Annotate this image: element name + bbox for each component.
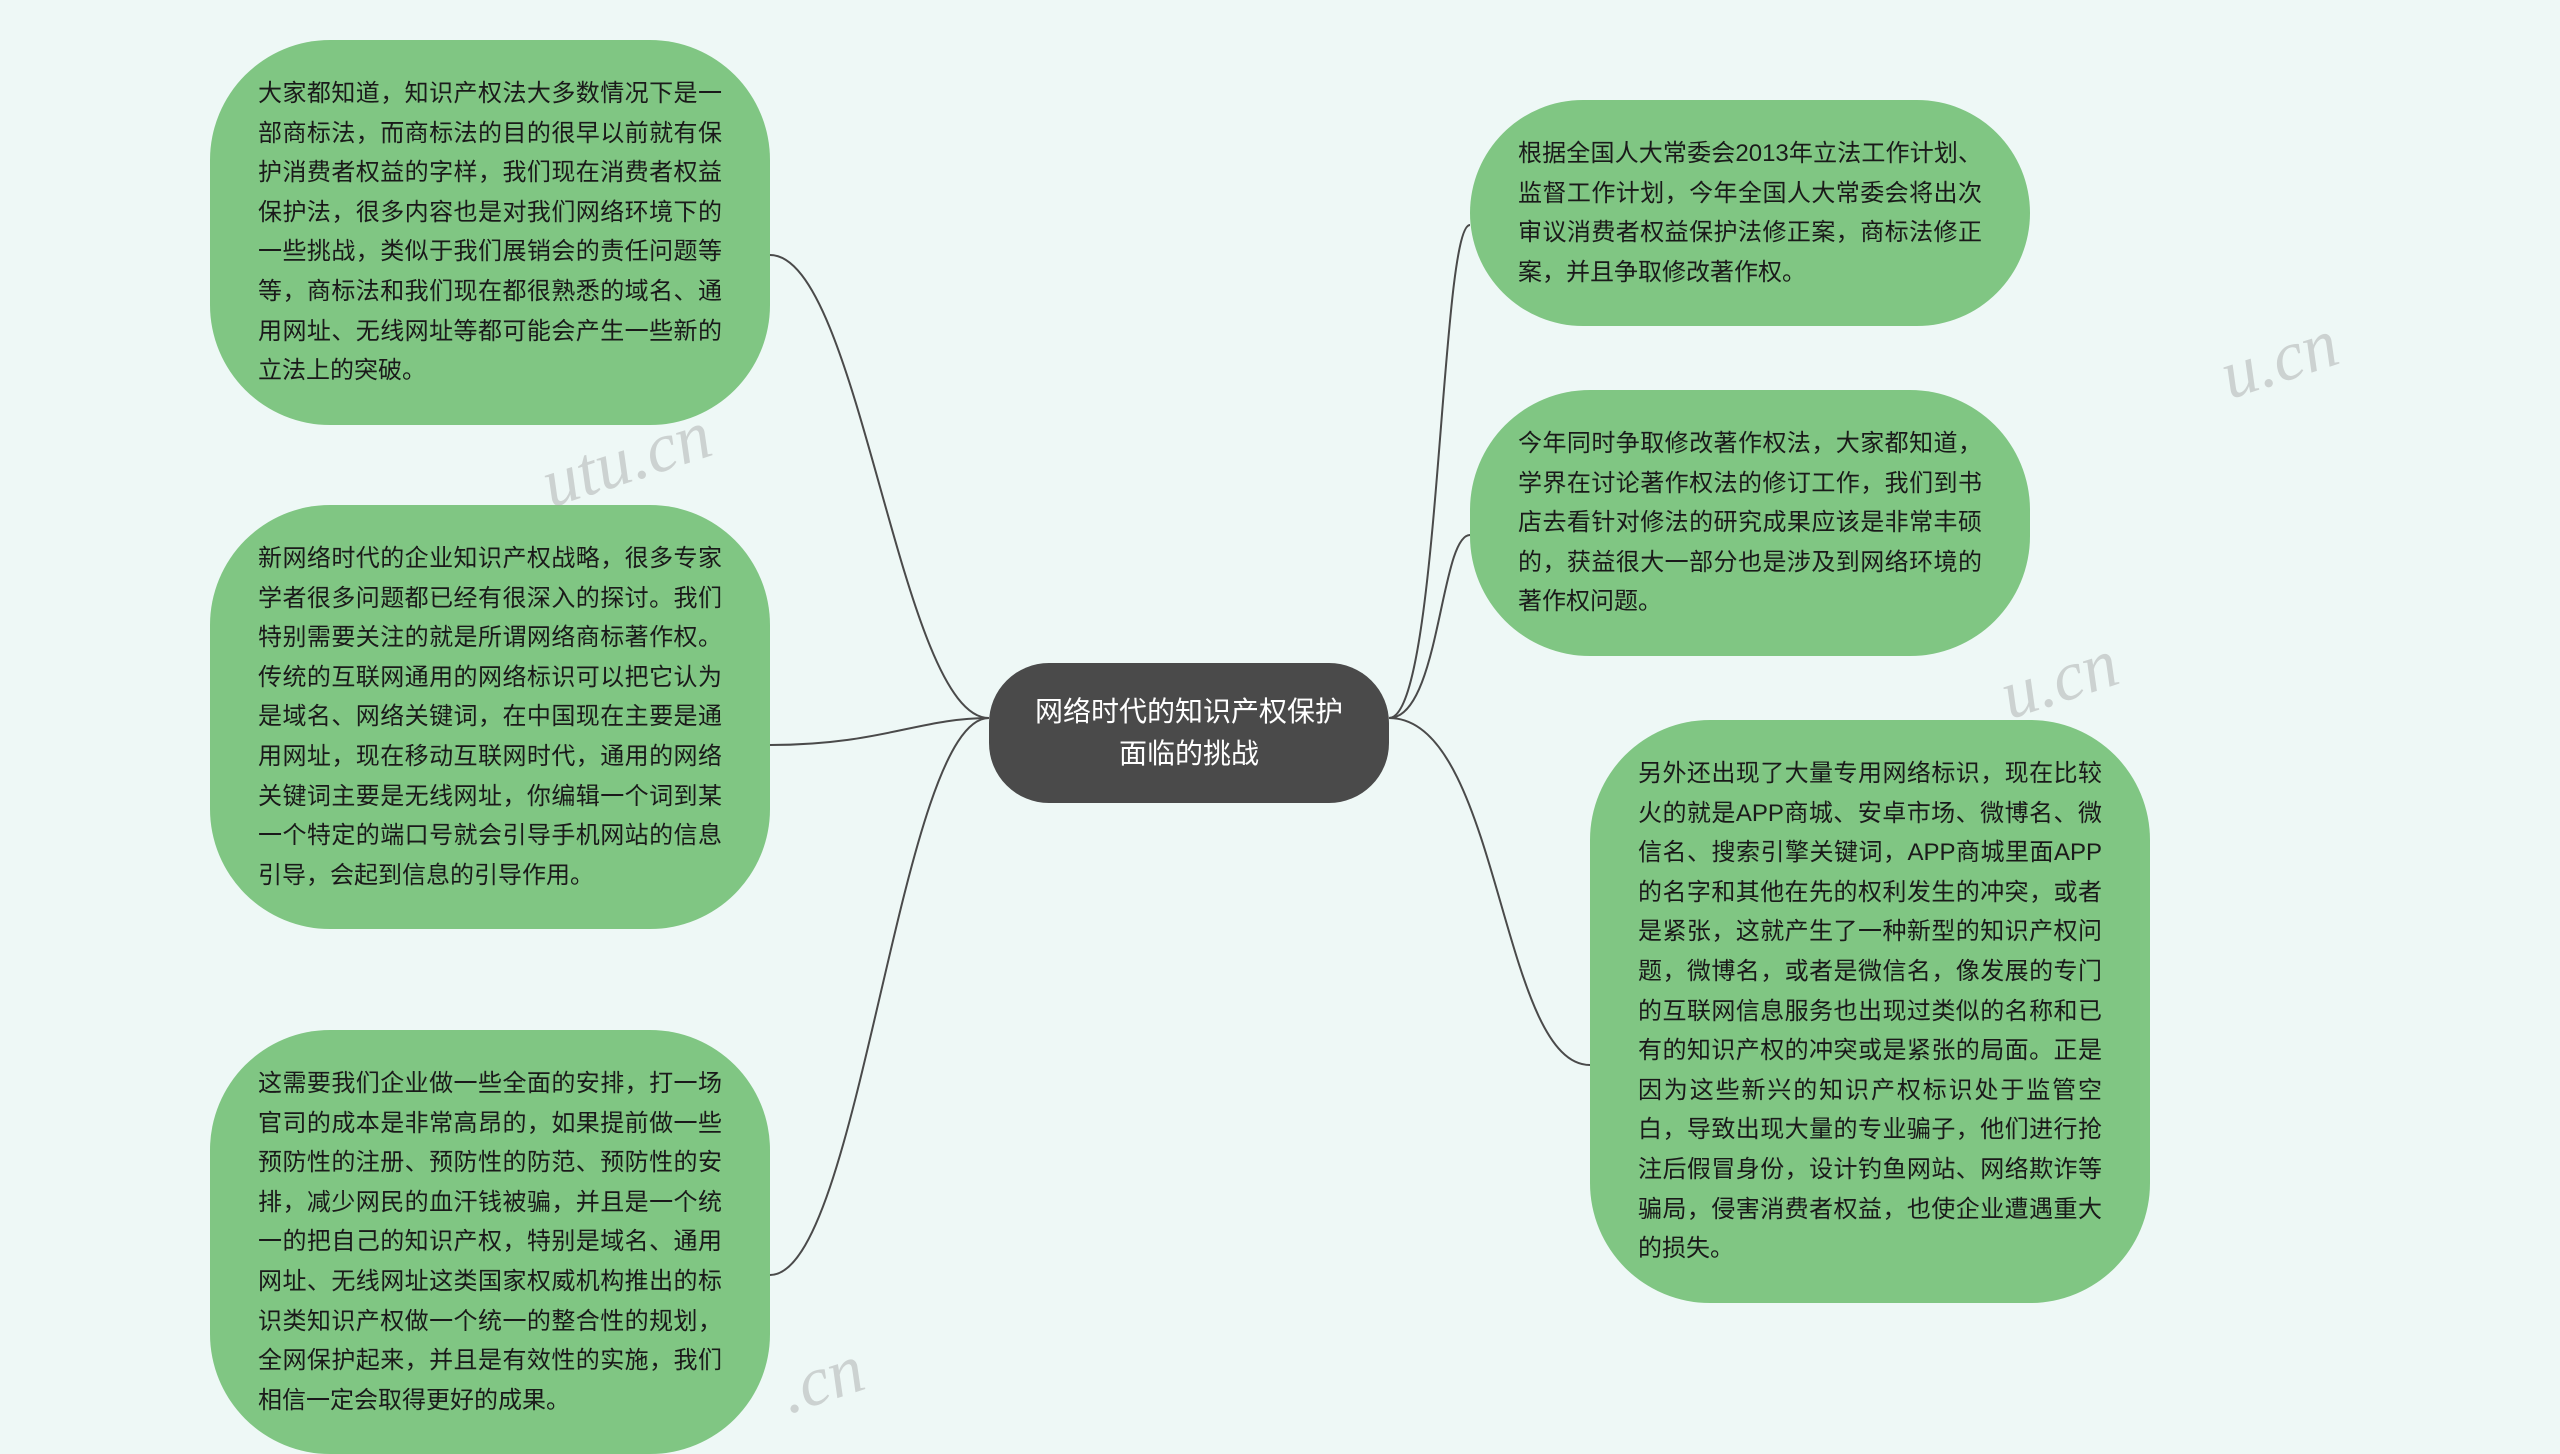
- connector-line: [770, 255, 989, 718]
- branch-node-L3: 这需要我们企业做一些全面的安排，打一场官司的成本是非常高昂的，如果提前做一些预防…: [210, 1030, 770, 1454]
- branch-node-text: 新网络时代的企业知识产权战略，很多专家学者很多问题都已经有很深入的探讨。我们特别…: [258, 545, 722, 889]
- connector-line: [1389, 225, 1470, 718]
- branch-node-text: 根据全国人大常委会2013年立法工作计划、监督工作计划，今年全国人大常委会将出次…: [1518, 140, 1982, 286]
- watermark-text: .cn: [770, 1329, 874, 1431]
- branch-node-L2: 新网络时代的企业知识产权战略，很多专家学者很多问题都已经有很深入的探讨。我们特别…: [210, 505, 770, 929]
- branch-node-text: 大家都知道，知识产权法大多数情况下是一部商标法，而商标法的目的很早以前就有保护消…: [258, 80, 722, 384]
- branch-node-text: 另外还出现了大量专用网络标识，现在比较火的就是APP商城、安卓市场、微博名、微信…: [1638, 760, 2102, 1262]
- watermark-text: u.cn: [2211, 304, 2348, 417]
- connector-line: [1389, 718, 1590, 1065]
- center-node: 网络时代的知识产权保护面临的挑战: [989, 663, 1389, 803]
- connector-line: [1389, 535, 1470, 718]
- branch-node-text: 这需要我们企业做一些全面的安排，打一场官司的成本是非常高昂的，如果提前做一些预防…: [258, 1070, 722, 1414]
- center-node-text: 网络时代的知识产权保护面临的挑战: [1035, 696, 1343, 769]
- branch-node-R1: 根据全国人大常委会2013年立法工作计划、监督工作计划，今年全国人大常委会将出次…: [1470, 100, 2030, 326]
- connector-line: [770, 718, 989, 1275]
- branch-node-R2: 今年同时争取修改著作权法，大家都知道，学界在讨论著作权法的修订工作，我们到书店去…: [1470, 390, 2030, 656]
- branch-node-L1: 大家都知道，知识产权法大多数情况下是一部商标法，而商标法的目的很早以前就有保护消…: [210, 40, 770, 425]
- branch-node-R3: 另外还出现了大量专用网络标识，现在比较火的就是APP商城、安卓市场、微博名、微信…: [1590, 720, 2150, 1303]
- connector-line: [770, 718, 989, 745]
- branch-node-text: 今年同时争取修改著作权法，大家都知道，学界在讨论著作权法的修订工作，我们到书店去…: [1518, 430, 1982, 615]
